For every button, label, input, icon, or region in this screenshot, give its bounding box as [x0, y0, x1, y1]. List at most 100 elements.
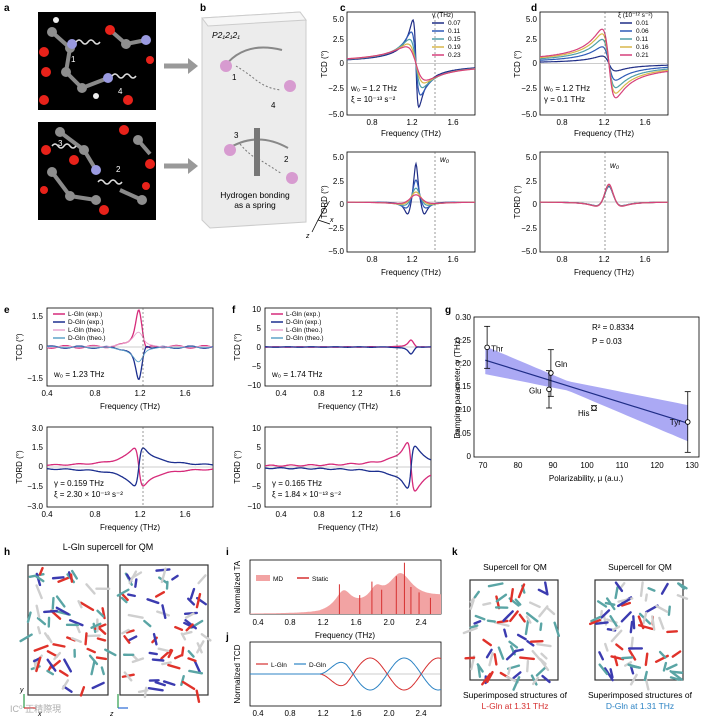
- hmol-bond: [181, 680, 196, 691]
- g-confidence-band: [485, 346, 688, 442]
- kmol-bond: [530, 674, 538, 686]
- i-xticks: 0.4 0.8 1.2 1.6 2.0 2.4: [252, 618, 427, 627]
- kmol-bond: [643, 670, 648, 682]
- kmol-bond: [629, 664, 642, 669]
- svg-text:0.4: 0.4: [252, 618, 264, 627]
- e-ylabel-bottom: TORD (°): [15, 450, 24, 484]
- hmol-bond: [200, 633, 212, 642]
- kmol-bond: [544, 581, 549, 596]
- svg-text:0.4: 0.4: [252, 709, 264, 718]
- kmol-bond: [496, 619, 509, 624]
- kmol-bond: [525, 615, 532, 624]
- f-legend-3: D-Gln (theo.): [286, 335, 324, 342]
- svg-text:10: 10: [252, 424, 261, 433]
- kmol-bond: [537, 588, 548, 596]
- kmol-bond: [488, 652, 494, 667]
- f-legend-1: D-Gln (exp.): [286, 319, 321, 326]
- hmol-bond: [187, 657, 197, 663]
- c-legend-1: 0.11: [448, 28, 461, 35]
- svg-text:−10: −10: [247, 381, 261, 390]
- svg-text:0.8: 0.8: [556, 118, 568, 127]
- d-top-series-0.01: [540, 55, 668, 72]
- kmol-bond: [615, 643, 624, 651]
- kmol-bond: [474, 614, 486, 621]
- hmol-bond: [100, 666, 105, 676]
- c-xticks-top: 0.8 1.2 1.6: [366, 118, 459, 127]
- kmol-bond: [518, 613, 526, 623]
- kmol-bond: [667, 605, 671, 616]
- kmol-bond: [482, 602, 492, 606]
- svg-text:0: 0: [533, 200, 538, 209]
- panel-label-h: h: [4, 547, 10, 558]
- kmol-bond: [589, 618, 602, 626]
- kmol-bond: [658, 650, 667, 659]
- kmol-bond: [590, 615, 602, 623]
- svg-text:70: 70: [479, 461, 488, 470]
- svg-text:1.2: 1.2: [317, 709, 329, 718]
- hmol-bond: [36, 617, 47, 626]
- kmol-bond: [473, 620, 482, 625]
- svg-text:90: 90: [549, 461, 558, 470]
- kmol-bond: [665, 663, 678, 671]
- hmol-bond: [185, 623, 194, 632]
- panel-label-i: i: [226, 547, 229, 558]
- kmol-bond: [508, 640, 519, 649]
- hmol-bond: [92, 622, 97, 634]
- c-xlabel-bottom: Frequency (THz): [381, 268, 441, 277]
- svg-text:120: 120: [650, 461, 664, 470]
- svg-text:1.6: 1.6: [639, 255, 651, 264]
- f-annot-top: w₀ = 1.74 THz: [271, 370, 323, 379]
- c-legend: 0.07 0.11 0.15 0.19 0.23: [432, 20, 461, 59]
- h-axis-x: x: [37, 711, 42, 718]
- j-ylabel: Normalized TCD: [233, 644, 242, 703]
- hmol-bond: [167, 649, 174, 659]
- kmol-bond: [464, 656, 476, 660]
- j-series-D-Gln: [250, 657, 441, 691]
- hmol-bond: [46, 650, 59, 658]
- hmol-bond: [38, 566, 44, 576]
- c-yticks-bottom: 5.0 2.5 0 −2.5 −5.0: [328, 153, 344, 256]
- kmol-bond: [637, 615, 645, 630]
- panel-label-b: b: [200, 3, 206, 14]
- kmol-bond: [541, 674, 551, 684]
- kmol-bond: [469, 599, 475, 610]
- g-plot: Thr Gln Glu His Tyr: [484, 325, 691, 453]
- svg-text:5.0: 5.0: [526, 15, 538, 24]
- svg-text:0: 0: [533, 59, 538, 68]
- svg-text:0.8: 0.8: [89, 389, 101, 398]
- hmol-bond: [152, 632, 158, 646]
- hmol-bond: [90, 622, 102, 629]
- hmol-bond: [180, 646, 185, 657]
- e-annot-b1: γ = 0.159 THz: [54, 479, 104, 488]
- kmol-bond: [531, 649, 542, 661]
- k-cap-right-2: D-Gln at 1.31 THz: [606, 701, 674, 711]
- e-bottom-series-L-Gln (exp.): [47, 447, 213, 487]
- arrow-head-icon-2: [188, 158, 198, 174]
- svg-text:0.25: 0.25: [455, 336, 471, 345]
- f-bottom-series-D-Gln (exp.): [265, 445, 431, 489]
- spring-number-2: 2: [116, 165, 121, 174]
- kmol-bond: [630, 666, 635, 675]
- svg-text:2.5: 2.5: [333, 177, 345, 186]
- b-spring-4: 4: [271, 101, 276, 110]
- svg-text:5: 5: [257, 324, 262, 333]
- kmol-bond: [669, 676, 680, 681]
- panel-label-c: c: [340, 3, 346, 14]
- svg-text:0: 0: [257, 462, 262, 471]
- svg-text:0.15: 0.15: [455, 382, 471, 391]
- svg-text:0.8: 0.8: [284, 618, 296, 627]
- kmol-bond: [610, 655, 625, 661]
- f-annot-b1: γ = 0.165 THz: [272, 479, 322, 488]
- svg-text:0: 0: [257, 343, 262, 352]
- panel-label-f: f: [232, 305, 236, 316]
- g-point-label-Thr: Thr: [491, 344, 503, 353]
- svg-text:0.4: 0.4: [275, 510, 287, 519]
- j-legend-l: L-Gln: [271, 662, 287, 669]
- kmol-bond: [677, 582, 686, 590]
- e-legend-3: D-Gln (theo.): [68, 335, 106, 342]
- d-top-series-0.06: [540, 46, 668, 81]
- f-top-series-D-Gln (exp.): [265, 346, 431, 355]
- c-xlabel-top: Frequency (THz): [381, 129, 441, 138]
- d-legend-2: 0.11: [636, 36, 649, 43]
- kmol-bond: [595, 621, 609, 625]
